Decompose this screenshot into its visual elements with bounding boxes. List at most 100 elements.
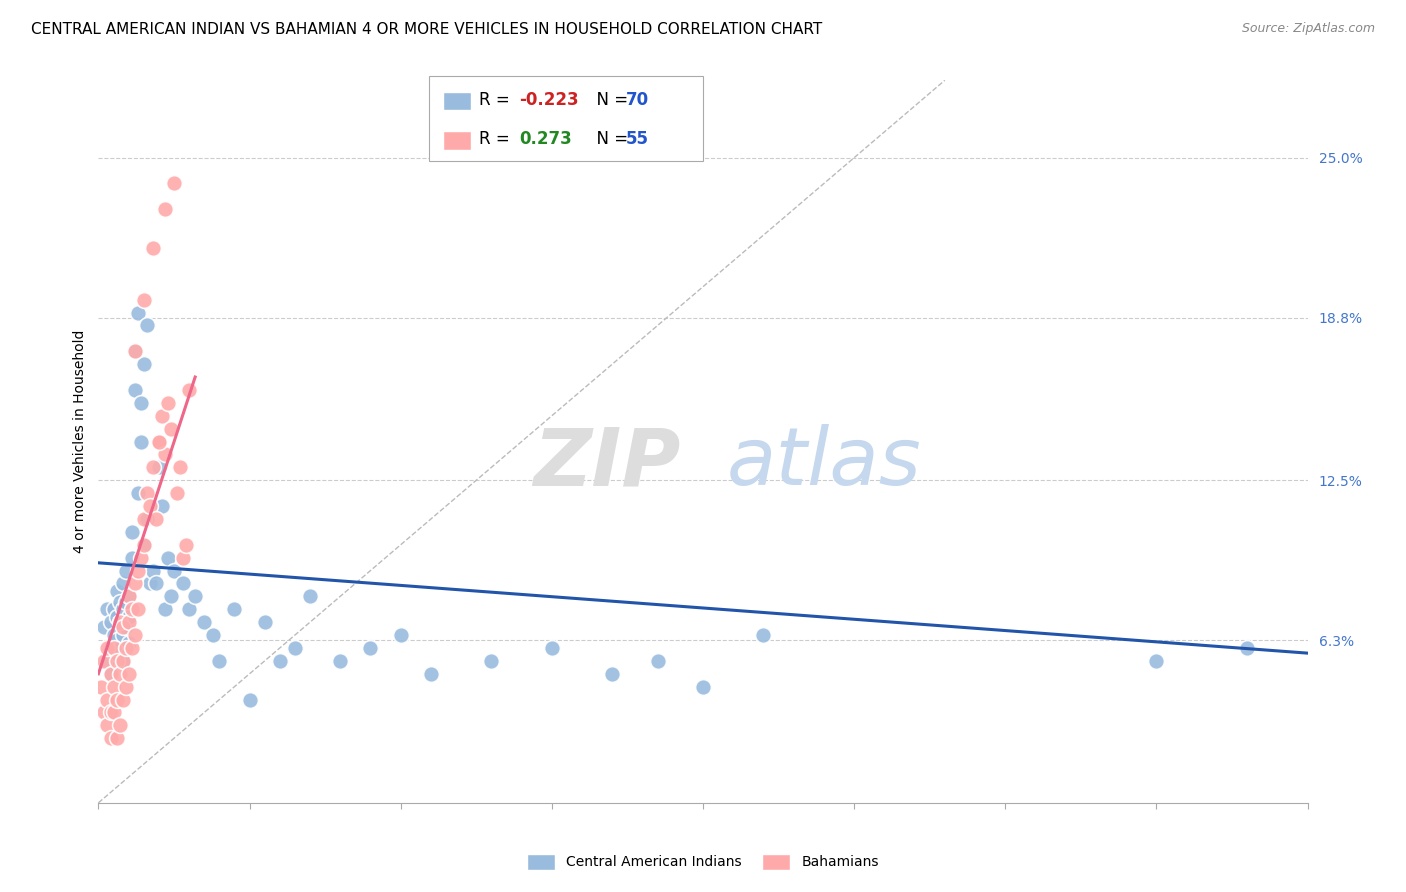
- Point: [135, 512, 157, 526]
- Point: [121, 524, 143, 539]
- Point: [179, 602, 201, 616]
- Point: [114, 680, 136, 694]
- Text: ZIP: ZIP: [533, 425, 681, 502]
- Text: CENTRAL AMERICAN INDIAN VS BAHAMIAN 4 OR MORE VEHICLES IN HOUSEHOLD CORRELATION : CENTRAL AMERICAN INDIAN VS BAHAMIAN 4 OR…: [31, 22, 823, 37]
- Point: [93, 620, 115, 634]
- Point: [145, 576, 167, 591]
- Point: [105, 584, 128, 599]
- Point: [540, 640, 562, 655]
- Point: [148, 434, 170, 449]
- Point: [105, 610, 128, 624]
- Text: atlas: atlas: [727, 425, 921, 502]
- Point: [420, 666, 443, 681]
- Point: [179, 383, 201, 397]
- Point: [752, 628, 775, 642]
- Point: [163, 564, 186, 578]
- Point: [114, 564, 136, 578]
- Point: [239, 692, 262, 706]
- Point: [174, 538, 197, 552]
- Point: [602, 666, 624, 681]
- Point: [132, 538, 155, 552]
- Point: [481, 654, 503, 668]
- Point: [269, 654, 291, 668]
- Point: [96, 640, 118, 655]
- Point: [127, 602, 149, 616]
- Point: [124, 628, 146, 642]
- Point: [172, 550, 194, 565]
- Point: [103, 640, 125, 655]
- Point: [132, 538, 155, 552]
- Point: [118, 590, 141, 604]
- Point: [148, 434, 170, 449]
- Point: [153, 602, 176, 616]
- Point: [103, 646, 125, 660]
- Point: [142, 241, 165, 255]
- Point: [105, 633, 128, 648]
- Point: [121, 602, 143, 616]
- Point: [108, 640, 131, 655]
- Point: [103, 602, 125, 616]
- Legend: Central American Indians, Bahamians: Central American Indians, Bahamians: [522, 848, 884, 875]
- Point: [93, 706, 115, 720]
- Point: [142, 564, 165, 578]
- Point: [127, 486, 149, 500]
- Point: [129, 434, 152, 449]
- Point: [118, 590, 141, 604]
- Point: [360, 640, 382, 655]
- Point: [103, 680, 125, 694]
- Point: [1236, 640, 1258, 655]
- Point: [129, 396, 152, 410]
- Point: [150, 499, 173, 513]
- Point: [114, 594, 136, 608]
- Point: [111, 654, 134, 668]
- Point: [108, 594, 131, 608]
- Point: [111, 628, 134, 642]
- Point: [127, 564, 149, 578]
- Point: [96, 692, 118, 706]
- Text: R =: R =: [479, 91, 516, 109]
- Point: [118, 666, 141, 681]
- Point: [153, 447, 176, 461]
- Text: N =: N =: [586, 130, 634, 148]
- Point: [100, 731, 122, 746]
- Point: [114, 620, 136, 634]
- Point: [118, 615, 141, 630]
- Point: [100, 666, 122, 681]
- Point: [284, 640, 307, 655]
- Point: [124, 383, 146, 397]
- Point: [224, 602, 246, 616]
- Point: [299, 590, 322, 604]
- Point: [124, 344, 146, 359]
- Point: [100, 640, 122, 655]
- Point: [100, 706, 122, 720]
- Point: [148, 460, 170, 475]
- Point: [108, 615, 131, 630]
- Point: [132, 357, 155, 371]
- Point: [118, 636, 141, 650]
- Point: [129, 550, 152, 565]
- Point: [153, 202, 176, 217]
- Point: [124, 344, 146, 359]
- Point: [103, 628, 125, 642]
- Point: [163, 177, 186, 191]
- Point: [142, 460, 165, 475]
- Point: [108, 666, 131, 681]
- Point: [127, 305, 149, 319]
- Point: [135, 486, 157, 500]
- Point: [96, 654, 118, 668]
- Point: [100, 615, 122, 630]
- Point: [105, 654, 128, 668]
- Point: [103, 706, 125, 720]
- Point: [169, 460, 191, 475]
- Point: [121, 550, 143, 565]
- Point: [150, 409, 173, 423]
- Point: [145, 512, 167, 526]
- Point: [93, 654, 115, 668]
- Point: [111, 620, 134, 634]
- Point: [166, 486, 188, 500]
- Point: [202, 628, 225, 642]
- Point: [96, 602, 118, 616]
- Point: [105, 692, 128, 706]
- Text: -0.223: -0.223: [519, 91, 578, 109]
- Text: 55: 55: [626, 130, 648, 148]
